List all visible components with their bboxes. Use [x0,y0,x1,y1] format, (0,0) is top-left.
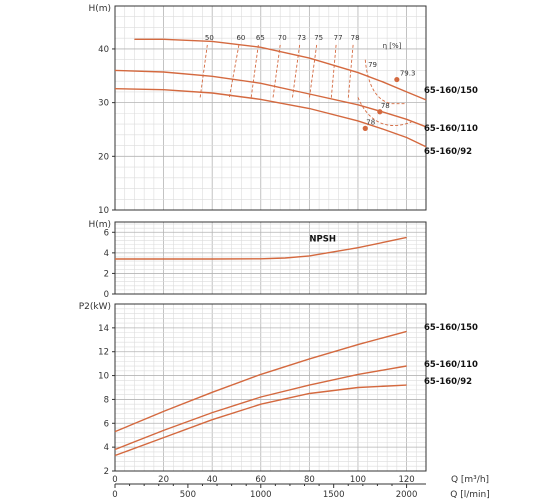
x-axes: 0 20 40 60 80 100 120 Q [m³/h] 0 500 1000 1500 2000 Q… [112,475,489,500]
y-tick-label: 10 [98,206,109,216]
series-label-npsh: NPSH [309,235,336,245]
series-label-65-160/150: 65-160/150 [424,86,478,96]
x-tick-label-m3h: 80 [304,475,315,485]
efficiency-label-79: 79 [368,61,377,69]
series-label-65-160/150: 65-160/150 [424,323,478,333]
efficiency-label-60: 60 [236,34,245,42]
series-line-NPSH [115,236,407,260]
plot-frame [114,303,427,472]
series-label-65-160/92: 65-160/92 [424,377,472,387]
y-tick-label: 10 [98,372,109,382]
efficiency-label-65: 65 [256,34,265,42]
efficiency-label-75: 75 [314,34,323,42]
y-tick-label: 40 [98,45,109,55]
best-point-label: 78 [366,118,375,126]
x-tick-label-m3h: 60 [255,475,266,485]
best-efficiency-point [377,109,383,115]
efficiency-label-70: 70 [278,34,287,42]
efficiency-label-50: 50 [205,34,214,42]
y-tick-label: 4 [104,443,109,453]
series-label-65-160/110: 65-160/110 [424,124,478,134]
y-tick-label: 20 [98,152,109,162]
efficiency-line-73 [291,44,301,99]
best-point-label: 79.3 [400,70,416,78]
series-line-65-160/150 [114,330,407,433]
x-tick-label-lmin: 1500 [323,490,345,500]
x-tick-label-m3h: 100 [350,475,366,485]
efficiency-label-73: 73 [297,34,306,42]
efficiency-line-78 [347,44,354,99]
efficiency-line-50 [199,44,208,99]
x-tick-label-m3h: 40 [207,475,218,485]
x-axis-title-m3h: Q [m³/h] [451,475,489,485]
plot-frame [114,221,427,295]
series-label-65-160/92: 65-160/92 [424,147,472,157]
x-tick-label-m3h: 20 [158,475,169,485]
efficiency-line-77 [330,44,337,99]
series-line-65-160/110 [114,365,407,451]
y-tick-label: 2 [104,467,109,477]
y-tick-label: 8 [104,395,109,405]
efficiency-label-77: 77 [334,34,343,42]
plot-frame [114,5,427,211]
series-line-65-160/110 [114,69,427,128]
efficiency-loop-79 [364,59,407,105]
efficiency-line-70 [272,44,281,99]
y-tick-label: 4 [104,249,109,259]
series-label-65-160/110: 65-160/110 [424,360,478,370]
series-line-65-160/92 [114,88,427,148]
best-point-label: 78 [381,102,390,110]
x-tick-label-lmin: 2000 [396,490,418,500]
y-tick-label: 0 [104,290,109,300]
x-axis-title-lmin: Q [l/min] [450,490,489,500]
best-efficiency-point [394,76,400,83]
y-tick-label: 6 [104,228,109,238]
y-tick-label: 12 [98,348,109,358]
y-axis-title: H(m) [88,4,111,14]
x-tick-label-m3h: 120 [398,475,414,485]
efficiency-axis-label: η [%] [383,42,402,50]
efficiency-loop-78 [357,97,412,126]
efficiency-label-78: 78 [351,34,360,42]
best-efficiency-point [362,125,368,131]
x-tick-label-m3h: 0 [112,475,117,485]
y-tick-label: 6 [104,419,109,429]
y-tick-label: 14 [98,324,109,334]
y-axis-title: P2(kW) [79,302,111,312]
x-tick-label-lmin: 500 [180,490,196,500]
y-tick-label: 30 [98,99,109,109]
efficiency-line-75 [308,44,318,99]
x-tick-label-lmin: 1000 [250,490,272,500]
power-curve-panel: 2 4 6 8 10 12 14 P2(kW) 65-160/150 65-160/110 65-1… [79,302,478,477]
efficiency-line-60 [228,44,240,99]
y-tick-label: 2 [104,269,109,279]
efficiency-line-65 [250,44,259,99]
y-axis-title: H(m) [88,220,111,230]
series-line-65-160/150 [134,38,427,101]
head-curve-panel: 10 20 30 40 H(m) 65-160/150 65-160/110 65-160/9… [88,4,478,216]
npsh-curve-panel: 0 2 4 6H(m) NPSH [88,220,427,300]
series-line-65-160/92 [114,384,407,457]
x-tick-label-lmin: 0 [112,490,117,500]
